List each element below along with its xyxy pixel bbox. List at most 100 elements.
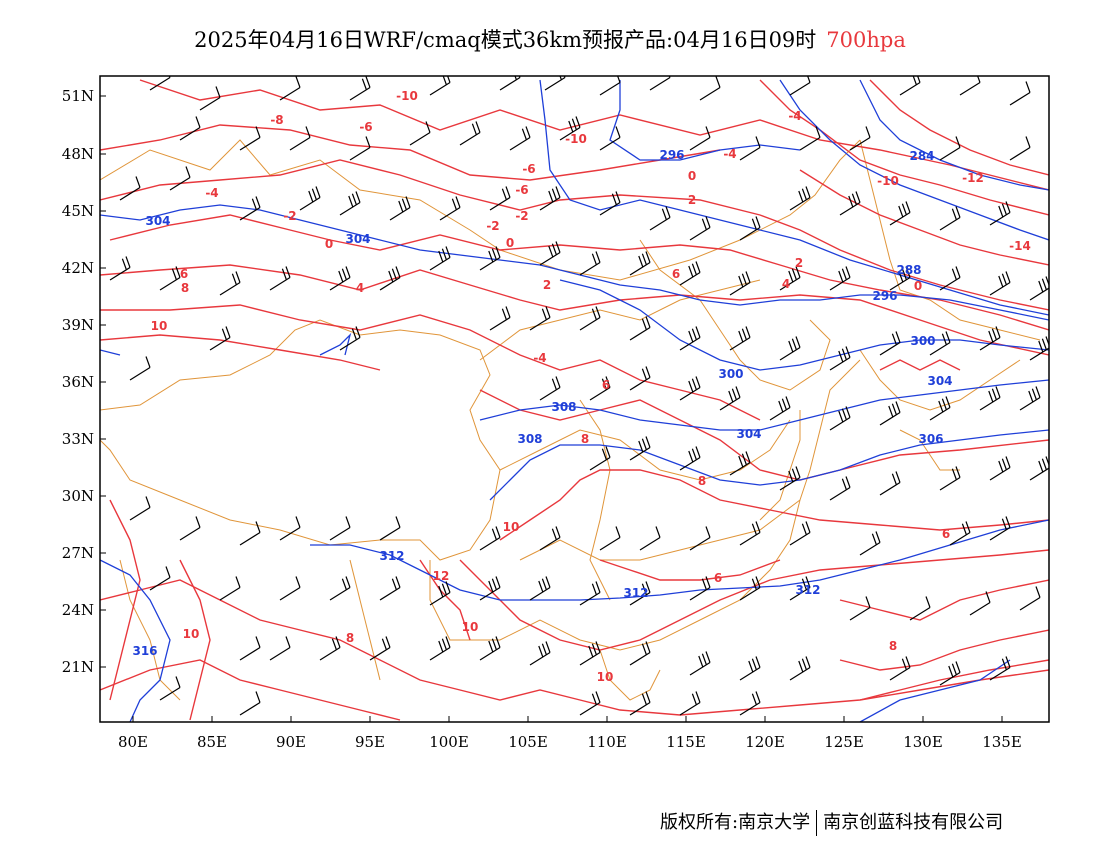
wind-barb bbox=[329, 516, 351, 541]
temperature-label: 2 bbox=[795, 256, 803, 270]
wind-barb bbox=[269, 266, 291, 291]
height-label: 296 bbox=[659, 148, 684, 162]
temperature-label: -2 bbox=[283, 209, 296, 223]
wind-barb bbox=[939, 136, 961, 161]
wind-barb bbox=[209, 326, 231, 351]
boundary-lines bbox=[100, 139, 1041, 701]
wind-barb bbox=[579, 306, 601, 331]
wind-barb bbox=[929, 396, 951, 421]
wind-barb bbox=[939, 661, 961, 686]
temperature-contour bbox=[100, 579, 1049, 716]
height-contour bbox=[779, 79, 1049, 241]
wind-barb bbox=[1029, 336, 1049, 361]
boundary-line bbox=[499, 419, 791, 481]
wind-barb bbox=[129, 356, 151, 381]
wind-barb bbox=[1029, 276, 1049, 301]
wind-barb bbox=[329, 266, 351, 291]
wind-barb bbox=[379, 266, 401, 291]
wind-barb bbox=[199, 86, 221, 111]
wind-barb bbox=[889, 656, 911, 681]
temperature-label: -6 bbox=[522, 162, 535, 176]
temperature-label: 6 bbox=[602, 378, 610, 392]
wind-barb bbox=[429, 76, 451, 96]
wind-barb bbox=[1029, 456, 1049, 481]
wind-barb bbox=[959, 76, 981, 96]
lat-label: 36N bbox=[62, 373, 94, 391]
wind-barb bbox=[909, 596, 931, 621]
temperature-contour bbox=[859, 659, 1049, 701]
height-contour bbox=[539, 79, 1049, 316]
height-label: 288 bbox=[896, 263, 921, 277]
temperature-label: -14 bbox=[1009, 239, 1031, 253]
wind-barb bbox=[544, 76, 566, 91]
temperature-label: -10 bbox=[565, 132, 587, 146]
temperature-label: -2 bbox=[515, 209, 528, 223]
temperature-label: -4 bbox=[723, 147, 736, 161]
temperature-contour bbox=[839, 629, 1049, 671]
wind-barb bbox=[499, 76, 521, 91]
height-contour bbox=[489, 429, 1049, 501]
temperature-contour bbox=[869, 79, 1049, 176]
height-labels: 304 304 308 308 312 312 312 316 300 300 304 304 306 2… bbox=[132, 148, 952, 658]
boundary-line bbox=[100, 319, 501, 561]
wind-barb bbox=[479, 576, 501, 601]
boundary-line bbox=[429, 359, 861, 651]
height-contours bbox=[100, 79, 1049, 722]
wind-barb bbox=[289, 126, 311, 151]
height-label: 300 bbox=[718, 367, 743, 381]
wind-barb bbox=[679, 261, 701, 286]
wind-barb bbox=[1019, 386, 1041, 411]
temperature-contour bbox=[459, 549, 1049, 651]
wind-barbs bbox=[109, 76, 1049, 716]
lon-label: 80E bbox=[118, 733, 148, 751]
height-label: 304 bbox=[145, 214, 170, 228]
boundary-line bbox=[579, 399, 611, 601]
wind-barb bbox=[859, 531, 881, 556]
wind-barb bbox=[329, 576, 351, 601]
wind-barb bbox=[299, 186, 321, 211]
height-contour bbox=[100, 559, 171, 722]
wind-barb bbox=[489, 186, 511, 211]
wind-barb bbox=[699, 76, 721, 101]
chart-title: 2025年04月16日WRF/cmaq模式36km预报产品:04月16日09时 7… bbox=[0, 24, 1100, 54]
wind-barb bbox=[479, 246, 501, 271]
lon-label: 85E bbox=[197, 733, 227, 751]
wind-barb bbox=[879, 471, 901, 496]
longitude-axis: 80E 85E 90E 95E 100E 105E 110E 115E 120E 125E 130E… bbox=[118, 716, 1022, 751]
height-label: 304 bbox=[927, 374, 952, 388]
wind-barb bbox=[689, 126, 711, 151]
lat-label: 48N bbox=[62, 145, 94, 163]
wind-barb bbox=[559, 116, 581, 141]
height-contour bbox=[479, 379, 1049, 431]
wind-barb bbox=[989, 516, 1011, 541]
temperature-label: 6 bbox=[180, 267, 188, 281]
wind-barb bbox=[629, 366, 651, 391]
wind-barb bbox=[579, 691, 601, 716]
wind-barb bbox=[879, 331, 901, 356]
temperature-contour bbox=[479, 389, 1049, 481]
temperature-label: 2 bbox=[543, 278, 551, 292]
footer: 版权所有:南京大学 南京创蓝科技有限公司 bbox=[660, 808, 1003, 836]
height-contour bbox=[100, 349, 121, 356]
boundary-line bbox=[100, 139, 861, 281]
wind-barb bbox=[679, 376, 701, 401]
wind-barb bbox=[109, 256, 131, 281]
temperature-contours bbox=[100, 79, 1049, 721]
wind-barb bbox=[829, 406, 851, 431]
wind-barb bbox=[989, 271, 1011, 296]
wind-barb bbox=[729, 451, 751, 476]
height-contour bbox=[609, 80, 801, 161]
wind-barb bbox=[319, 636, 341, 661]
temperature-label: -10 bbox=[877, 174, 899, 188]
wind-barb bbox=[989, 201, 1011, 226]
temperature-contour bbox=[100, 159, 1049, 311]
wind-barb bbox=[579, 251, 601, 276]
boundary-line bbox=[759, 410, 801, 521]
height-label: 296 bbox=[872, 289, 897, 303]
wind-barb bbox=[339, 191, 361, 216]
height-label: 306 bbox=[918, 432, 943, 446]
wind-barb bbox=[629, 691, 651, 716]
wind-barb bbox=[849, 596, 871, 621]
temperature-contour bbox=[139, 79, 1049, 191]
wind-barb bbox=[579, 581, 601, 606]
